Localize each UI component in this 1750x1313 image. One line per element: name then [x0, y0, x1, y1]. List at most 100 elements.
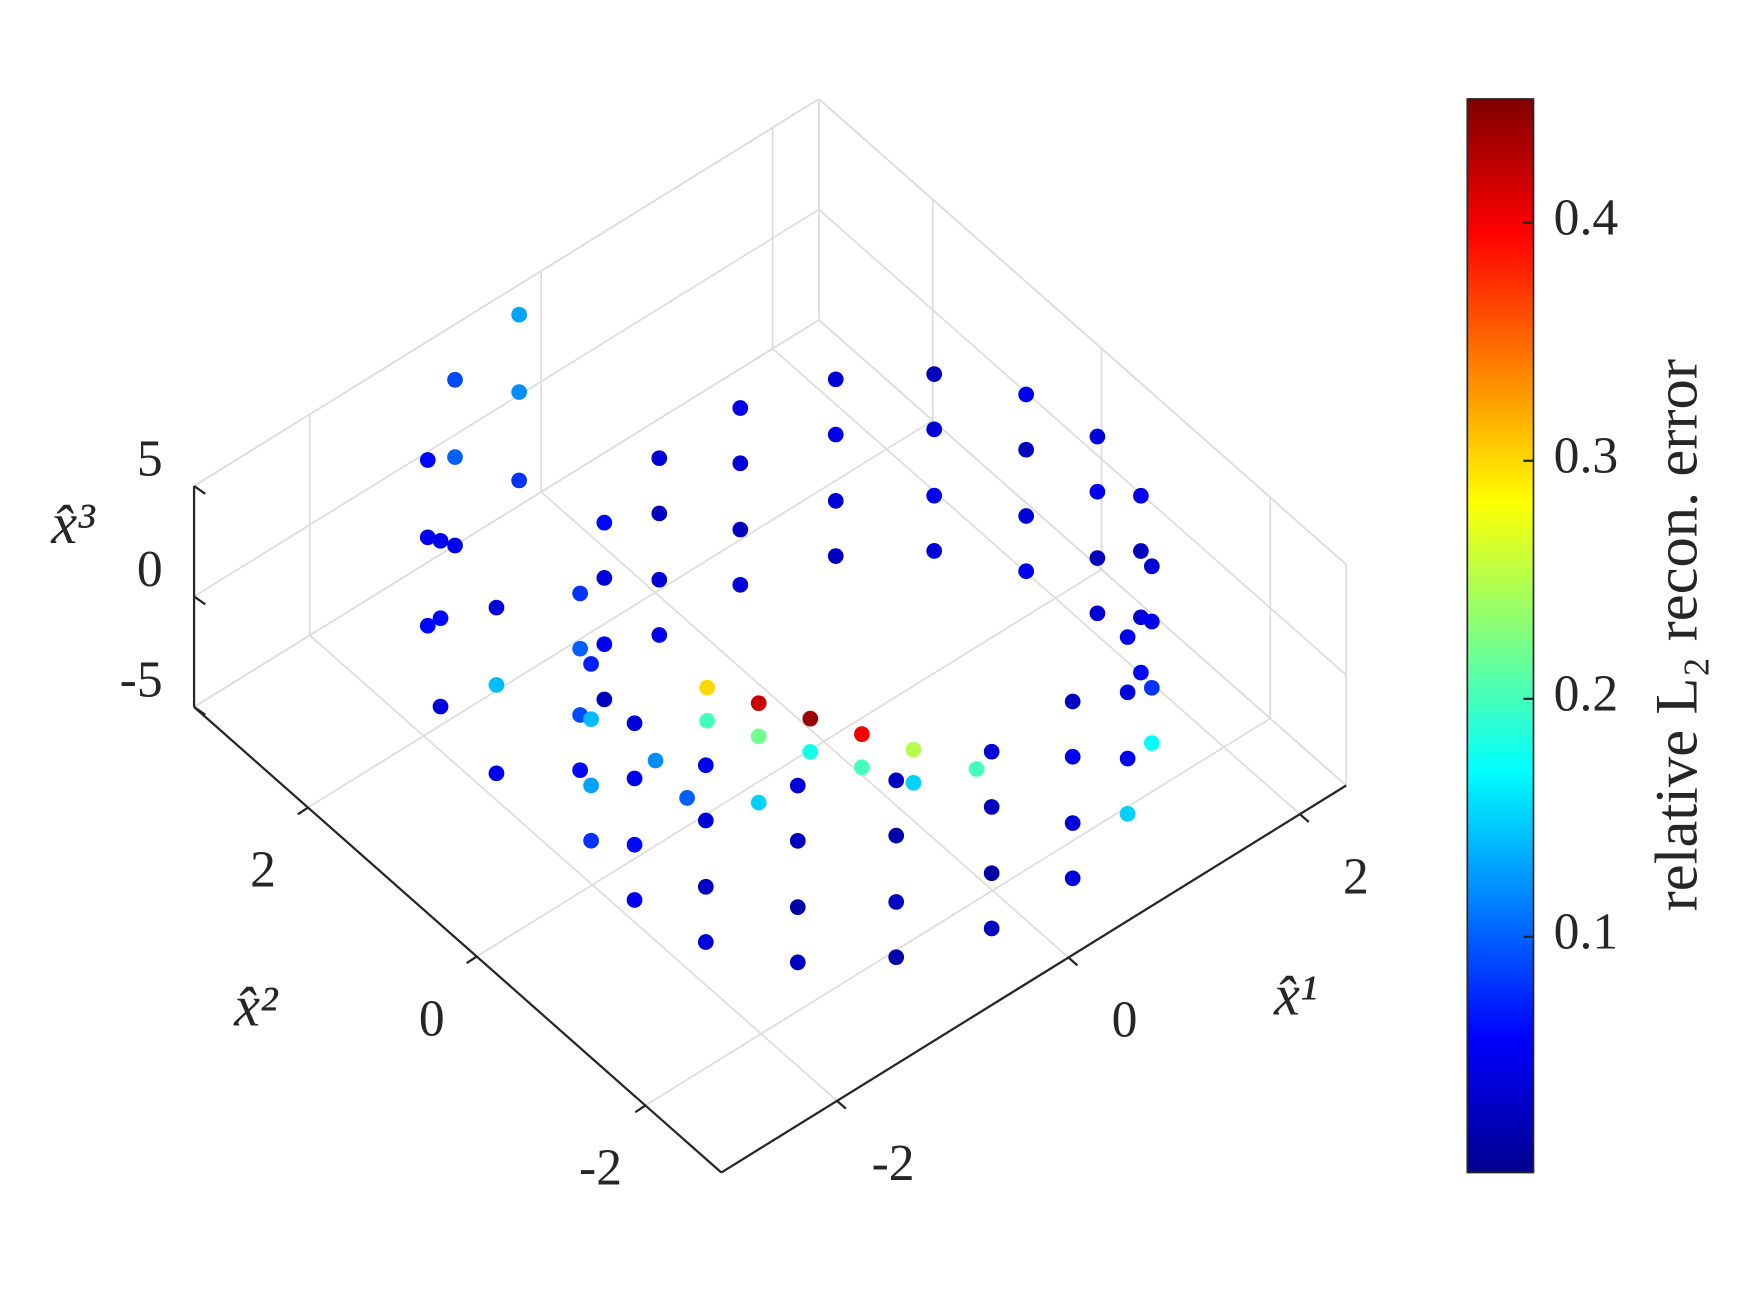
point: [697, 878, 714, 895]
point: [583, 656, 599, 672]
colorbar-tick-label: 0.3: [1554, 428, 1619, 485]
point: [983, 865, 1000, 882]
point: [1143, 613, 1160, 630]
grid: [193, 98, 1347, 1107]
z-tick: [193, 706, 206, 716]
point: [854, 726, 870, 743]
point: [583, 777, 599, 794]
point: [432, 610, 449, 627]
x-tick: [836, 1100, 847, 1110]
point: [1133, 487, 1149, 504]
point: [447, 449, 463, 465]
point: [583, 711, 599, 728]
x-axis: [720, 784, 1347, 1174]
point: [1119, 629, 1136, 645]
point: [596, 514, 613, 531]
point: [732, 455, 749, 472]
point: [1089, 483, 1106, 500]
points: [419, 306, 1160, 971]
y-axis-label: x̂²: [233, 973, 279, 1038]
point: [488, 599, 505, 616]
point: [789, 777, 806, 794]
point: [697, 812, 714, 829]
grid-line: [476, 568, 1102, 958]
grid-line: [644, 717, 1271, 1107]
point: [827, 548, 844, 564]
point: [419, 529, 436, 546]
point: [596, 636, 613, 653]
point: [1018, 563, 1035, 580]
point: [827, 371, 844, 388]
point: [1143, 735, 1160, 751]
x-tick: [1299, 813, 1310, 823]
point: [488, 765, 505, 782]
point: [888, 894, 905, 910]
point: [651, 450, 668, 467]
point: [432, 698, 449, 715]
z-tick-label: 0: [137, 541, 163, 598]
point: [789, 899, 806, 915]
point: [802, 743, 819, 760]
point: [447, 371, 463, 388]
z-axis-label: x̂³: [50, 491, 96, 556]
grid-line: [540, 491, 1070, 959]
point: [1143, 558, 1160, 575]
point: [626, 892, 643, 908]
z-tick: [193, 485, 206, 495]
point: [419, 617, 436, 634]
point: [596, 691, 613, 708]
point: [888, 827, 905, 844]
y-tick: [297, 806, 309, 816]
grid-line: [193, 98, 820, 487]
point: [596, 570, 613, 586]
colorbar-tick-label: 0.2: [1554, 666, 1619, 723]
point: [827, 426, 844, 443]
point: [1018, 441, 1035, 458]
point: [626, 836, 643, 853]
y-tick-label: 2: [250, 842, 276, 899]
point: [750, 728, 767, 745]
x-tick: [1067, 956, 1079, 967]
point: [647, 752, 664, 769]
point: [1119, 805, 1136, 822]
grid-line: [818, 208, 1347, 676]
x-axis-label: x̂¹: [1273, 962, 1317, 1027]
grid-line: [307, 419, 934, 809]
point: [827, 493, 844, 509]
point: [419, 452, 436, 468]
z-tick-label: -5: [120, 651, 163, 708]
point: [905, 741, 922, 758]
point: [983, 799, 1000, 815]
point: [651, 627, 668, 643]
colorbar: [1466, 98, 1535, 1174]
x-tick-label: -2: [872, 1135, 915, 1192]
point: [789, 832, 806, 849]
point: [699, 679, 715, 696]
point: [1133, 543, 1149, 559]
point: [651, 505, 668, 522]
point: [1119, 750, 1136, 767]
point: [802, 710, 819, 727]
point: [888, 949, 905, 966]
point: [511, 384, 527, 400]
y-tick: [634, 1104, 647, 1114]
x-tick-label: 2: [1343, 848, 1369, 905]
colorbar-tick-label: 0.4: [1554, 190, 1619, 247]
point: [1064, 693, 1081, 710]
y-tick-label: -2: [579, 1140, 622, 1197]
point: [1064, 748, 1081, 765]
colorbar-ticks: 0.1 0.2 0.3 0.4: [1523, 190, 1618, 961]
point: [1089, 428, 1106, 445]
y-axis: [193, 706, 723, 1174]
point: [1089, 605, 1106, 622]
point: [572, 585, 588, 602]
grid-line: [772, 347, 1301, 815]
z-tick: [193, 595, 206, 606]
point: [732, 521, 749, 538]
point: [697, 934, 714, 950]
point: [626, 715, 643, 732]
colorbar-label: relative L₂ recon. error: [1644, 359, 1711, 911]
point: [750, 794, 767, 811]
point: [905, 774, 922, 791]
